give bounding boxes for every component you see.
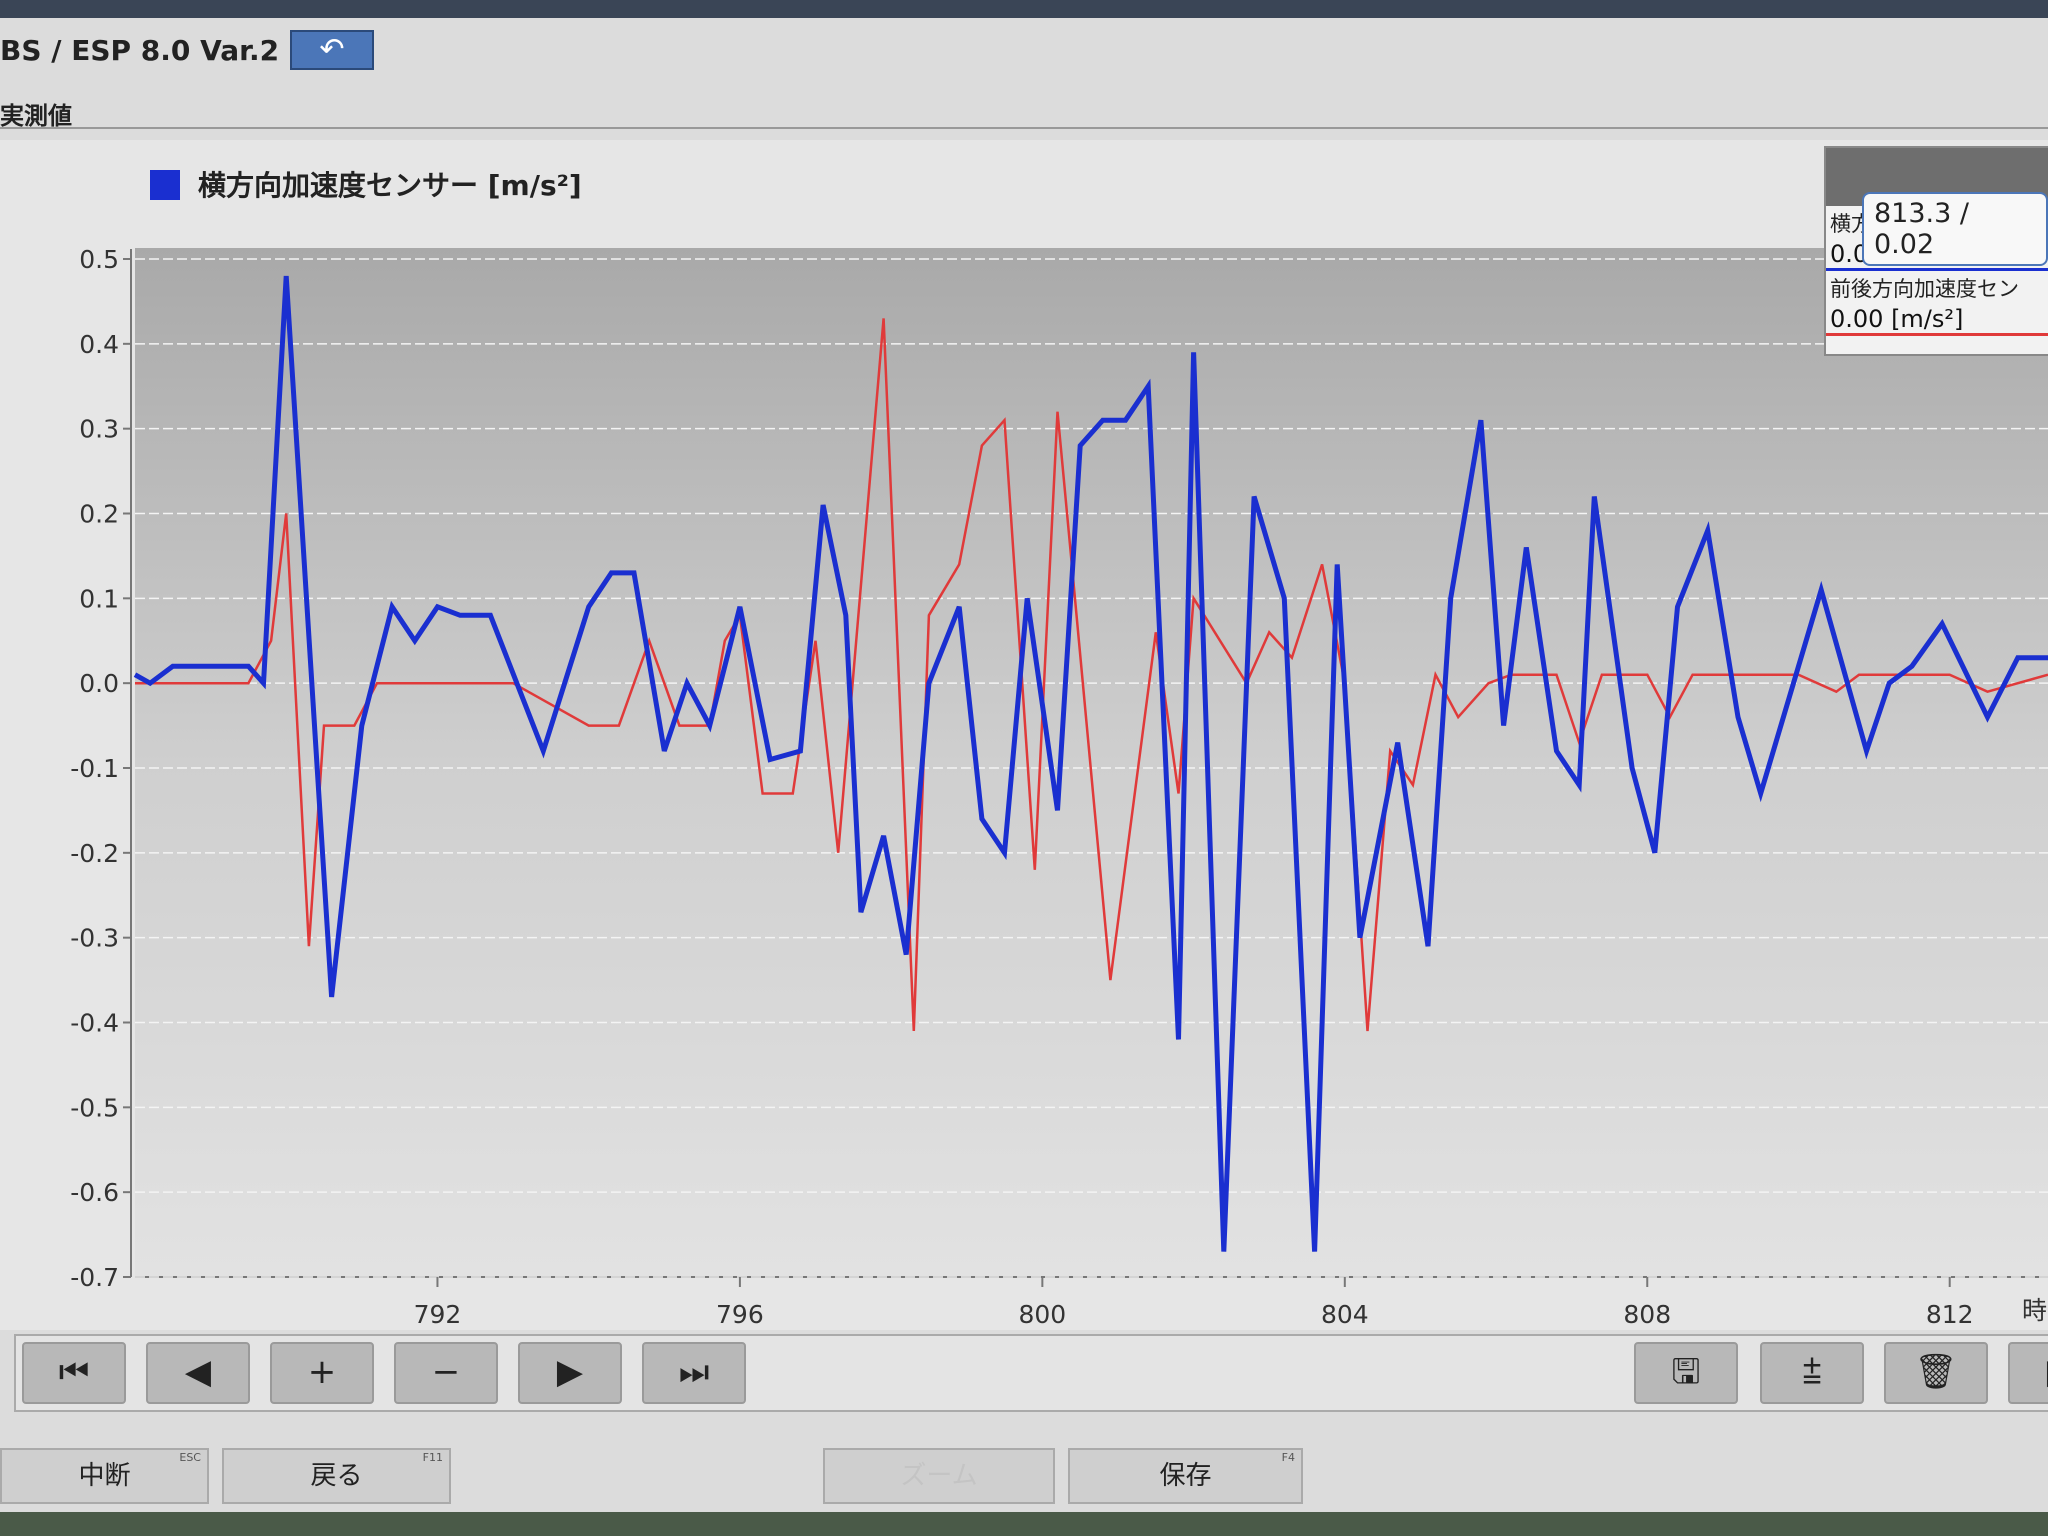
separator	[0, 127, 2048, 129]
y-tick-label: -0.6	[70, 1178, 119, 1207]
footer-button[interactable]: 保存 F4	[1068, 1448, 1303, 1504]
x-tick-label: 808	[1623, 1300, 1671, 1329]
next-button[interactable]: ▶	[518, 1342, 622, 1404]
prev-button[interactable]: ◀	[146, 1342, 250, 1404]
button-label: ズーム	[900, 1461, 978, 1491]
y-tick-label: 0.1	[79, 584, 119, 613]
legend-swatch	[150, 170, 180, 200]
shortcut-key: F4	[1281, 1451, 1295, 1464]
first-button[interactable]: ⏮	[22, 1342, 126, 1404]
back-button[interactable]: ↶	[290, 30, 374, 70]
footer-button[interactable]: ズーム	[823, 1448, 1055, 1504]
data-line	[133, 275, 2048, 1252]
last-button[interactable]: ⏭	[642, 1342, 746, 1404]
y-tick-label: 0.4	[79, 330, 119, 359]
plot-area	[135, 248, 2048, 1277]
x-tick-label: 812	[1926, 1300, 1974, 1329]
shortcut-key: ESC	[179, 1451, 201, 1464]
y-tick-label: 0.0	[79, 669, 119, 698]
x-tick-label: 792	[414, 1300, 462, 1329]
y-tick-label: -0.3	[70, 924, 119, 953]
legend-label: 横方向加速度センサー [m/s²]	[198, 169, 582, 202]
marker-button[interactable]: ⩲	[1760, 1342, 1864, 1404]
button-label: 戻る	[310, 1461, 363, 1491]
x-tick-label: 800	[1018, 1300, 1066, 1329]
y-tick-label: -0.2	[70, 839, 119, 868]
delete-button[interactable]: 🗑	[1884, 1342, 1988, 1404]
taskbar	[0, 1512, 2048, 1536]
item-value: 0.00 [m/s²]	[1826, 305, 2048, 336]
y-tick-label: -0.4	[70, 1009, 119, 1038]
page-title: BS / ESP 8.0 Var.2	[0, 34, 280, 67]
more-button[interactable]: ▶	[2008, 1342, 2048, 1404]
zoom-out-button[interactable]: −	[394, 1342, 498, 1404]
chart: 横方向加速度センサー [m/s²] 0.5 0.4 0.3 0.2 0.1 0.0 -0.1…	[0, 140, 2048, 1330]
save-icon-button[interactable]: 🖫	[1634, 1342, 1738, 1404]
button-label: 保存	[1159, 1461, 1212, 1491]
shortcut-key: F11	[422, 1451, 443, 1464]
x-tick-label: 796	[716, 1300, 764, 1329]
y-tick-label: -0.5	[70, 1093, 119, 1122]
y-tick-label: 0.3	[79, 415, 119, 444]
y-tick-label: -0.1	[70, 754, 119, 783]
cursor-tooltip: 813.3 / 0.02	[1862, 192, 2048, 266]
footer-button[interactable]: 戻る F11	[222, 1448, 451, 1504]
x-tick-label: 804	[1321, 1300, 1369, 1329]
button-label: 中断	[78, 1461, 131, 1491]
tab-strip	[0, 0, 2048, 18]
y-tick-label: 0.2	[79, 500, 119, 529]
y-tick-label: 0.5	[79, 245, 119, 274]
zoom-in-button[interactable]: +	[270, 1342, 374, 1404]
page-subtitle: 実測値	[0, 102, 72, 130]
item-label: 前後方向加速度セン	[1830, 277, 2019, 301]
x-axis-label: 時	[2022, 1296, 2047, 1325]
footer-button[interactable]: 中断 ESC	[0, 1448, 209, 1504]
y-tick-label: -0.7	[70, 1263, 119, 1292]
